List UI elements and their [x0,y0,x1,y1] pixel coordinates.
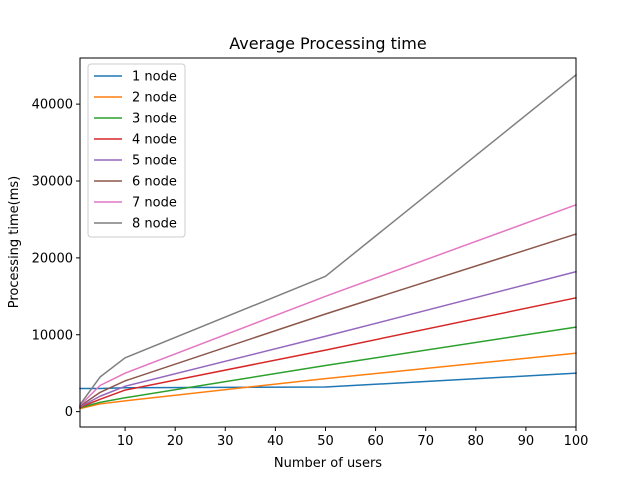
series-layer [78,73,578,410]
x-tick-label: 90 [518,434,535,449]
legend-label-6: 6 node [132,175,177,190]
legend-label-8: 8 node [132,217,177,232]
x-tick-label: 60 [367,434,384,449]
series-line-1 [79,372,577,390]
series-line-8 [78,73,578,406]
x-axis-label: Number of users [274,456,382,471]
legend-label-2: 2 node [132,91,177,106]
x-tick-label: 20 [167,434,184,449]
series-line-4 [79,296,577,409]
x-tick-label: 10 [117,434,134,449]
chart-title: Average Processing time [229,34,426,53]
y-axis-label: Processing time(ms) [7,176,22,309]
x-tick-label: 50 [317,434,334,449]
plot-frame [79,57,577,428]
legend-box [87,63,186,238]
y-tick-label: 10000 [32,328,73,343]
x-axis-ticks: 10 20 30 40 50 60 70 80 90 100 [117,427,589,449]
legend-label-5: 5 node [132,154,177,169]
series-line-3 [79,326,577,409]
series-line-6 [78,233,577,408]
legend-label-4: 4 node [132,133,177,148]
legend: 1 node 2 node 3 node 4 node 5 node 6 node 7 no… [87,63,186,238]
series-line-7 [78,203,577,407]
y-axis-ticks: 0 10000 20000 30000 40000 [32,98,80,420]
legend-label-3: 3 node [132,112,177,127]
y-tick-label: 0 [65,405,73,420]
x-tick-label: 100 [564,434,589,449]
y-tick-label: 40000 [32,98,73,113]
x-tick-label: 80 [468,434,485,449]
x-tick-label: 70 [417,434,434,449]
y-tick-label: 20000 [32,251,73,266]
y-tick-label: 30000 [32,175,73,190]
series-line-2 [79,352,577,410]
x-tick-label: 40 [267,434,284,449]
legend-label-1: 1 node [132,70,177,85]
legend-label-7: 7 node [132,196,177,211]
x-tick-label: 30 [217,434,234,449]
series-line-5 [78,270,577,409]
